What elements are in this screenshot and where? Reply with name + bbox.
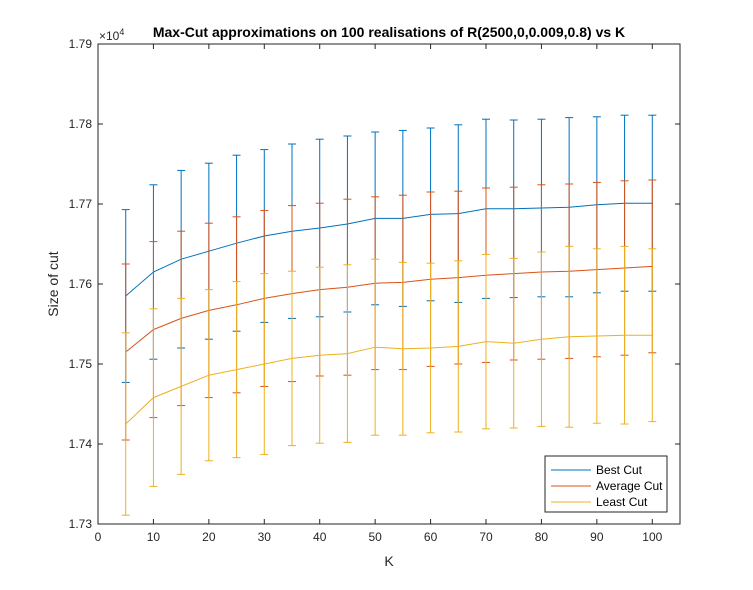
y-tick-label: 1.73 bbox=[69, 517, 93, 531]
data-point bbox=[319, 354, 321, 356]
legend-item: Least Cut bbox=[551, 495, 648, 509]
y-tick-label: 1.74 bbox=[69, 437, 93, 451]
series-line bbox=[125, 334, 653, 425]
legend-label: Average Cut bbox=[596, 479, 663, 493]
data-point bbox=[374, 346, 376, 348]
data-point bbox=[235, 369, 238, 371]
data-point bbox=[208, 374, 210, 376]
data-point bbox=[568, 336, 570, 338]
y-exponent-base: ×10 bbox=[99, 29, 120, 43]
data-point bbox=[457, 345, 459, 347]
plot-area bbox=[98, 44, 680, 524]
data-point bbox=[291, 357, 293, 359]
y-exponent-label: ×104 bbox=[99, 27, 124, 43]
data-point bbox=[540, 338, 543, 340]
data-point bbox=[125, 423, 127, 425]
x-tick-label: 10 bbox=[147, 530, 161, 544]
legend-item: Average Cut bbox=[551, 479, 663, 493]
data-point bbox=[485, 341, 487, 343]
plot-marks bbox=[121, 114, 657, 516]
x-tick-label: 80 bbox=[535, 530, 549, 544]
x-tick-label: 40 bbox=[313, 530, 327, 544]
series-line bbox=[125, 202, 653, 297]
x-tick-label: 70 bbox=[479, 530, 493, 544]
series-line bbox=[125, 265, 653, 353]
y-tick-label: 1.75 bbox=[69, 357, 93, 371]
legend-label: Least Cut bbox=[596, 495, 648, 509]
y-exponent-power: 4 bbox=[119, 27, 124, 37]
data-point bbox=[346, 353, 349, 355]
legend-box bbox=[544, 455, 668, 513]
data-point bbox=[623, 334, 626, 336]
x-tick-label: 60 bbox=[424, 530, 438, 544]
data-point bbox=[513, 342, 515, 344]
x-tick-label: 100 bbox=[642, 530, 662, 544]
data-point bbox=[152, 397, 155, 399]
x-tick-label: 50 bbox=[368, 530, 382, 544]
x-tick-label: 20 bbox=[202, 530, 216, 544]
x-tick-label: 30 bbox=[258, 530, 272, 544]
y-tick-label: 1.76 bbox=[69, 277, 93, 291]
legend-item: Best Cut bbox=[551, 463, 643, 477]
chart-title: Max-Cut approximations on 100 realisatio… bbox=[153, 24, 625, 40]
series-least-cut bbox=[121, 245, 657, 516]
data-point bbox=[651, 334, 653, 336]
y-tick-label: 1.79 bbox=[69, 37, 93, 51]
data-point bbox=[429, 347, 432, 349]
data-point bbox=[402, 348, 404, 350]
y-tick-label: 1.78 bbox=[69, 117, 93, 131]
x-tick-label: 0 bbox=[95, 530, 102, 544]
legend: Best Cut Average Cut Least Cut bbox=[544, 455, 668, 513]
y-axis-label: Size of cut bbox=[45, 251, 61, 316]
data-point bbox=[180, 385, 182, 387]
axes: 0 10 20 30 40 50 60 70 80 90 100 1.73 1.74 1.75 1.76 1.… bbox=[69, 37, 681, 544]
y-tick-label: 1.77 bbox=[69, 197, 93, 211]
x-axis-label: K bbox=[384, 553, 394, 569]
data-point bbox=[596, 335, 598, 337]
data-point bbox=[263, 363, 265, 365]
x-tick-label: 90 bbox=[590, 530, 604, 544]
legend-label: Best Cut bbox=[596, 463, 643, 477]
